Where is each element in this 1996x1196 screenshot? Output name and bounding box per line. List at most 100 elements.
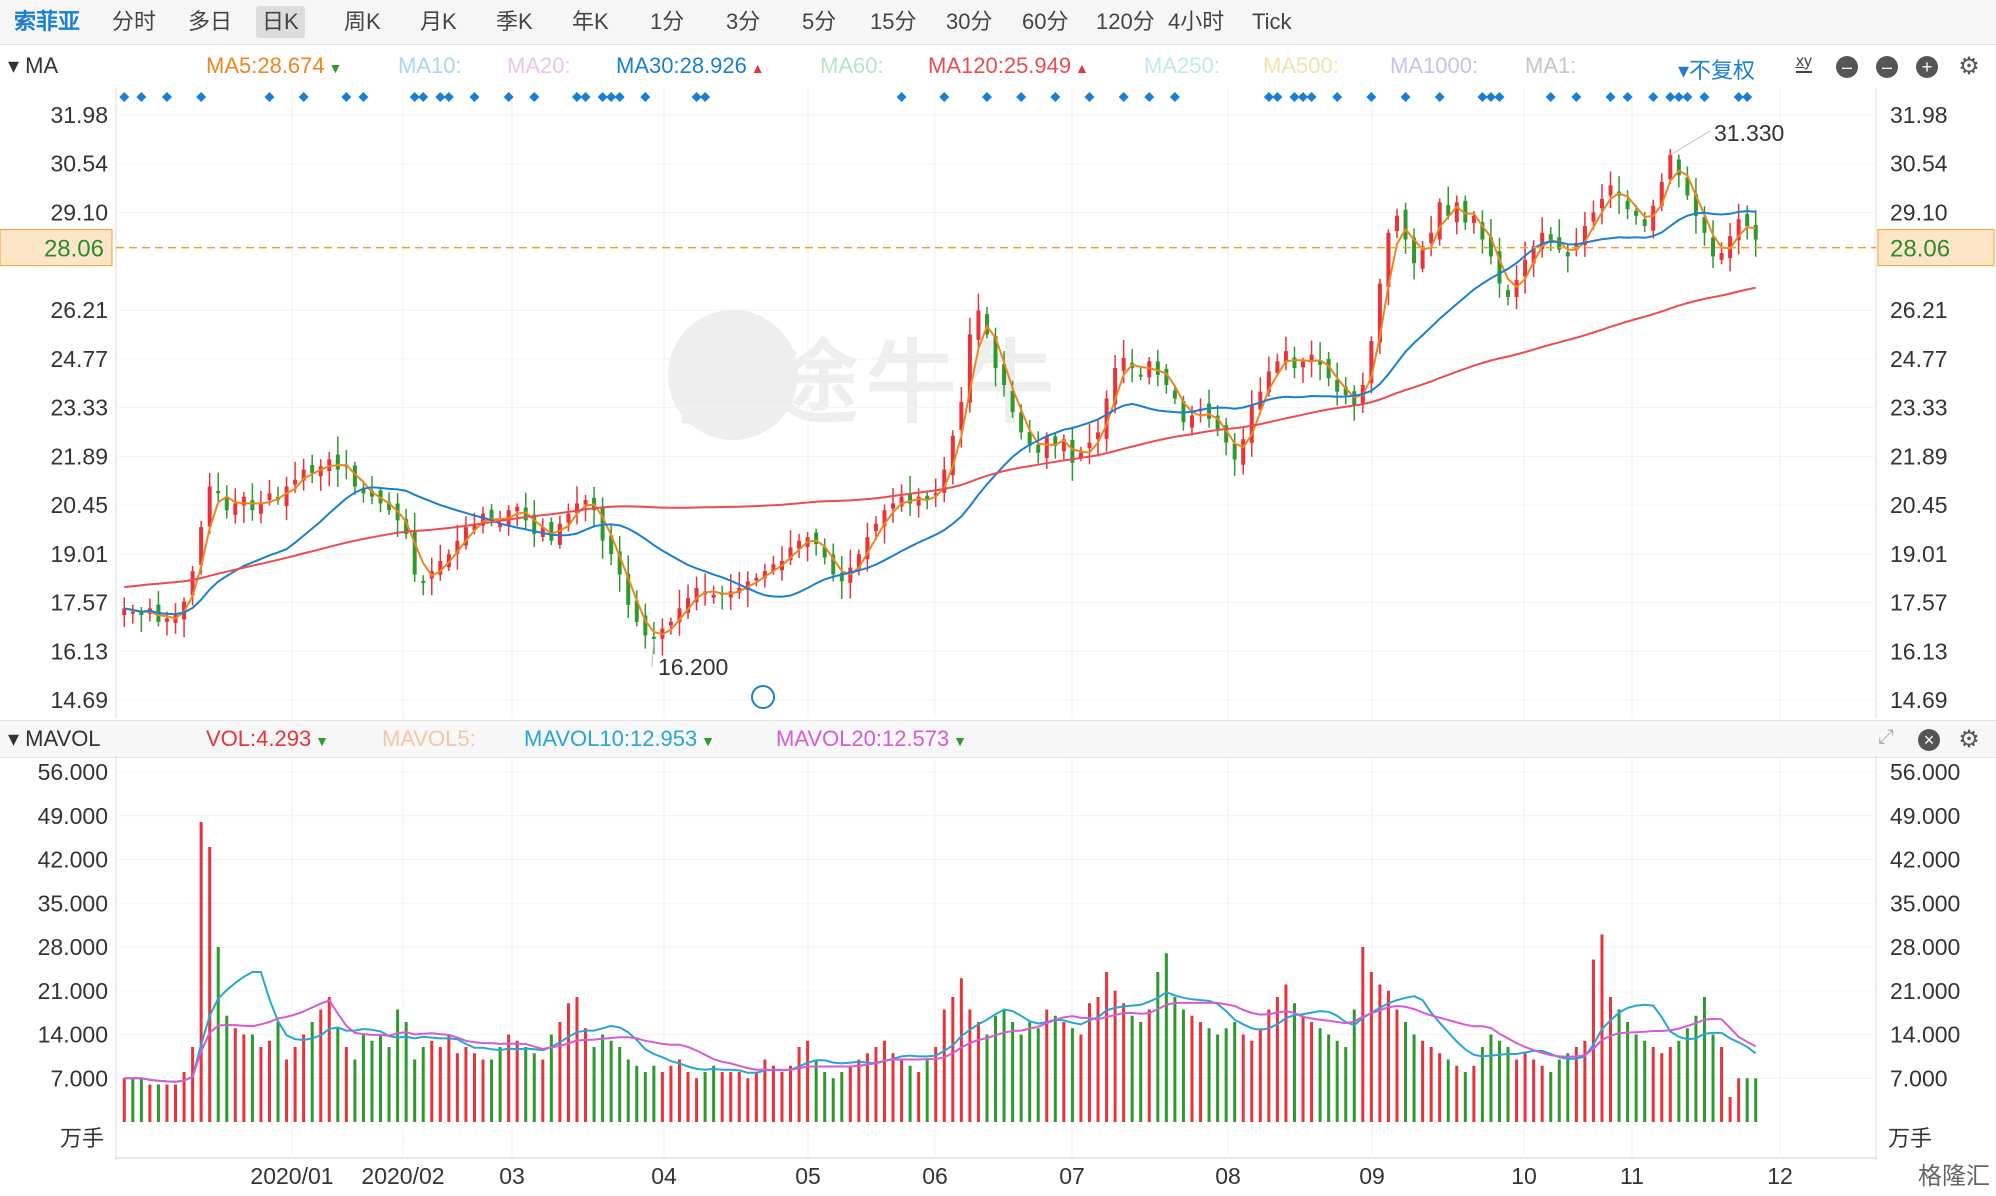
tab-weekly-k[interactable]: 周K xyxy=(344,9,381,34)
candle-body xyxy=(711,594,716,598)
tab-daily-k[interactable]: 日K xyxy=(256,6,305,38)
tab-yearly-k[interactable]: 年K xyxy=(572,9,609,34)
axis-toggle-icon[interactable]: x̲y xyxy=(1796,53,1812,73)
candle-body xyxy=(1002,363,1007,385)
tab-15min[interactable]: 15分 xyxy=(870,9,917,34)
candle-body xyxy=(1463,200,1468,223)
event-marker xyxy=(409,92,420,102)
candle-body xyxy=(489,509,494,521)
candle-body xyxy=(771,564,776,571)
tab-multi-day[interactable]: 多日 xyxy=(188,9,233,34)
x-tick-label: 10 xyxy=(1511,1163,1537,1189)
candle-body xyxy=(1668,154,1673,180)
tab-quarterly-k[interactable]: 季K xyxy=(496,9,533,34)
price-tick-label-left: 14.69 xyxy=(50,687,108,713)
event-marker xyxy=(614,92,625,102)
price-tick-label-left: 16.13 xyxy=(50,638,108,664)
price-tick-label-right: 23.33 xyxy=(1890,395,1948,421)
candle-body xyxy=(1070,440,1075,463)
event-marker xyxy=(1605,92,1616,102)
candle-body xyxy=(754,577,759,581)
candle-body xyxy=(1155,361,1160,375)
mavol-toggle[interactable]: ▾ MAVOL xyxy=(8,726,101,751)
event-marker xyxy=(1118,92,1129,102)
candle-body xyxy=(1010,391,1015,413)
high-annotation-label: 31.330 xyxy=(1714,120,1784,146)
tab-tick[interactable]: Tick xyxy=(1252,9,1292,34)
volume-tick-label-right: 21.000 xyxy=(1890,978,1960,1004)
tab-4hour[interactable]: 4小时 xyxy=(1168,9,1225,34)
plus-icon[interactable]: + xyxy=(1916,56,1938,78)
tab-intraday[interactable]: 分时 xyxy=(112,9,157,34)
ma10-value: MA10: xyxy=(398,53,462,78)
x-tick-label: 04 xyxy=(651,1163,677,1189)
volume-tick-label-right: 42.000 xyxy=(1890,847,1960,873)
candle-body xyxy=(1061,439,1066,452)
candle-body xyxy=(250,500,255,511)
symbol-name[interactable]: 索菲亚 xyxy=(14,9,81,34)
candle-body xyxy=(1138,374,1143,377)
candle-body xyxy=(224,496,229,511)
expand-icon[interactable]: ⤢ xyxy=(1878,726,1894,748)
candle-body xyxy=(1087,442,1092,449)
event-marker xyxy=(597,92,608,102)
volume-tick-label-left: 49.000 xyxy=(38,803,108,829)
candle-body xyxy=(1412,237,1417,264)
price-tick-label-right: 16.13 xyxy=(1890,638,1948,664)
event-marker xyxy=(161,92,172,102)
tab-120min[interactable]: 120分 xyxy=(1096,9,1155,34)
candle-body xyxy=(1506,290,1511,298)
mavol10-value: MAVOL10:12.953 ▼ xyxy=(524,726,716,751)
event-marker xyxy=(119,92,130,102)
current-price-label-right: 28.06 xyxy=(1890,236,1950,263)
candle-body xyxy=(694,588,699,603)
candle-body xyxy=(942,469,947,493)
candle-body xyxy=(1557,237,1562,250)
candle-body xyxy=(1369,341,1374,384)
gear-icon[interactable]: ⚙ xyxy=(1958,53,1980,80)
price-tick-label-right: 26.21 xyxy=(1890,297,1948,323)
candle-body xyxy=(1574,242,1579,250)
minus-icon[interactable]: – xyxy=(1876,56,1898,78)
close-icon[interactable]: × xyxy=(1918,729,1940,751)
price-tick-label-left: 19.01 xyxy=(50,541,108,567)
current-price-badge-right xyxy=(1877,229,1995,267)
candle-body xyxy=(1651,205,1656,231)
candle-body xyxy=(532,514,537,534)
tab-60min[interactable]: 60分 xyxy=(1022,9,1069,34)
x-tick-label: 11 xyxy=(1620,1163,1644,1189)
candle-body xyxy=(1318,360,1323,365)
candle-body xyxy=(1104,398,1109,439)
candle-body xyxy=(993,336,998,369)
tab-monthly-k[interactable]: 月K xyxy=(420,9,457,34)
candle-body xyxy=(412,529,417,575)
candle-body xyxy=(891,503,896,509)
candle-body xyxy=(1224,425,1229,443)
candle-body xyxy=(1514,280,1519,297)
volume-tick-label-right: 56.000 xyxy=(1890,759,1960,785)
event-marker xyxy=(435,92,446,102)
price-tick-label-right: 21.89 xyxy=(1890,443,1948,469)
volume-tick-label-left: 56.000 xyxy=(38,759,108,785)
candle-body xyxy=(481,513,486,526)
candle-body xyxy=(967,334,972,403)
candle-body xyxy=(1386,232,1391,288)
candle-body xyxy=(1121,357,1126,371)
event-marker xyxy=(640,92,651,102)
candle-body xyxy=(1258,391,1263,410)
adjust-dropdown[interactable]: ▾不复权 xyxy=(1678,58,1756,83)
tab-3min[interactable]: 3分 xyxy=(726,9,761,34)
gear-icon[interactable]: ⚙ xyxy=(1958,726,1980,753)
candle-body xyxy=(190,571,195,596)
event-marker xyxy=(1742,92,1753,102)
candle-body xyxy=(609,535,614,555)
ma-toggle[interactable]: ▾ MA xyxy=(8,53,59,78)
tab-5min[interactable]: 5分 xyxy=(802,9,837,34)
price-tick-label-left: 23.33 xyxy=(50,395,108,421)
tab-30min[interactable]: 30分 xyxy=(946,9,993,34)
candle-body xyxy=(797,540,802,549)
candle-body xyxy=(515,506,520,512)
candle-body xyxy=(233,503,238,515)
tab-1min[interactable]: 1分 xyxy=(650,9,685,34)
collapse-icon[interactable]: – xyxy=(1836,56,1858,78)
